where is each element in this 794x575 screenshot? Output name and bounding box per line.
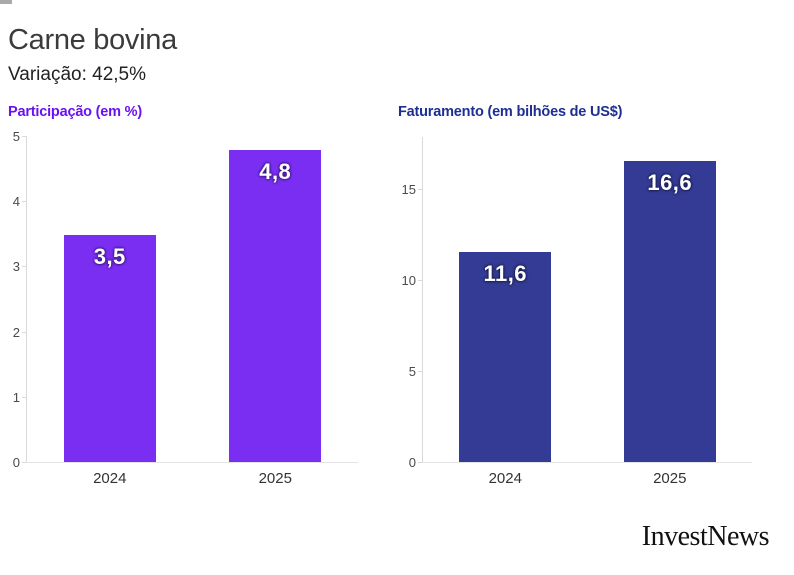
bar-value-label: 11,6 <box>483 260 528 286</box>
x-tick-label: 2025 <box>258 470 292 487</box>
y-tick-label: 15 <box>401 181 416 197</box>
y-tick-label: 1 <box>12 389 20 405</box>
y-tick-label: 0 <box>12 455 20 470</box>
y-tick-mark <box>418 279 423 281</box>
y-tick-label: 4 <box>12 194 20 210</box>
chart-title-faturamento: Faturamento (em bilhões de US$) <box>398 104 623 120</box>
y-tick-mark <box>418 370 423 372</box>
y-tick-mark <box>22 266 27 268</box>
x-tick-label: 2024 <box>488 470 522 487</box>
bar-2025: 16,6 <box>623 160 716 463</box>
y-tick-label: 3 <box>12 259 20 275</box>
bar-2024: 11,6 <box>459 251 552 463</box>
plot-area-faturamento: 0 5 10 15 11,6 2024 16,6 2025 <box>402 137 752 487</box>
y-tick-mark <box>22 331 27 333</box>
chart-title-participacao: Participação (em %) <box>8 104 142 120</box>
page-subtitle: Variação: 42,5% <box>8 64 147 85</box>
corner-artifact <box>0 0 12 4</box>
bar-2024: 3,5 <box>63 234 156 463</box>
y-tick-mark <box>418 188 423 190</box>
page-title: Carne bovina <box>8 24 177 56</box>
y-tick-label: 2 <box>12 324 20 340</box>
investnews-logo: InvestNews <box>641 521 770 552</box>
x-tick-label: 2025 <box>653 470 687 487</box>
y-tick-label: 5 <box>12 129 20 144</box>
y-tick-mark <box>22 201 27 203</box>
y-tick-mark <box>22 396 27 398</box>
y-tick-label: 10 <box>401 272 416 288</box>
y-tick-label: 0 <box>408 455 416 470</box>
bar-value-label: 3,5 <box>93 243 126 269</box>
y-tick-label: 5 <box>408 363 416 379</box>
bar-2025: 4,8 <box>229 150 322 463</box>
y-tick-mark <box>418 462 423 463</box>
plot-area-participacao: 0 1 2 3 4 5 3,5 2024 4,8 2025 <box>13 129 358 487</box>
x-tick-label: 2024 <box>93 470 127 487</box>
bar-value-label: 4,8 <box>259 159 292 185</box>
y-tick-mark <box>22 136 27 137</box>
bar-value-label: 16,6 <box>647 169 693 195</box>
y-tick-mark <box>22 462 27 463</box>
